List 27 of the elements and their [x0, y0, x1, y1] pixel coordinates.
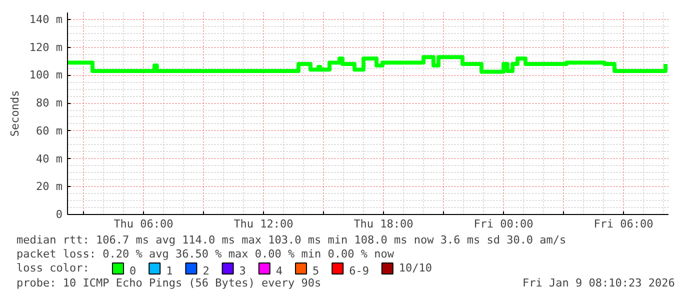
legend-title: loss color:: [16, 262, 90, 274]
legend-label: 6-9: [349, 264, 369, 278]
x-tick-label: Thu 12:00: [234, 218, 294, 230]
legend-label: 10/10: [398, 262, 432, 274]
legend-label: 5: [312, 264, 320, 278]
x-tick-label: Thu 06:00: [114, 218, 174, 230]
y-tick-label: 100 m: [29, 68, 63, 82]
x-tick-label: Fri 06:00: [594, 218, 654, 230]
y-axis-title: Seconds: [8, 90, 22, 137]
y-tick-label: 60 m: [36, 124, 63, 138]
y-tick-label: 120 m: [29, 40, 63, 54]
y-tick-label: 20 m: [36, 180, 63, 194]
text: probe: 10 ICMP Echo Pings (56 Bytes) every 90s: [16, 276, 322, 290]
y-tick-label: 0: [56, 208, 62, 221]
y-tick-label: 40 m: [36, 152, 63, 166]
text: median rtt: 106.7 ms avg 114.0 ms max 103.0 ms min 108.0 ms now 3.6 ms sd 30.0 am/s: [16, 234, 566, 246]
x-tick-label: Fri 00:00: [474, 218, 534, 230]
legend-label: 0: [130, 264, 136, 278]
y-tick-label: 140 m: [29, 12, 63, 26]
legend-label: 2: [202, 264, 210, 278]
text: Fri Jan 9 08:10:23 2026: [522, 276, 675, 290]
text: packet loss: 0.20 % avg 36.50 % max 0.00 % min 0.00 % now: [16, 248, 394, 260]
legend-label: 1: [166, 264, 173, 278]
legend-label: 3: [239, 264, 246, 278]
x-tick-label: Thu 18:00: [354, 218, 414, 230]
y-tick-label: 80 m: [36, 96, 63, 110]
legend-label: 4: [276, 264, 283, 278]
